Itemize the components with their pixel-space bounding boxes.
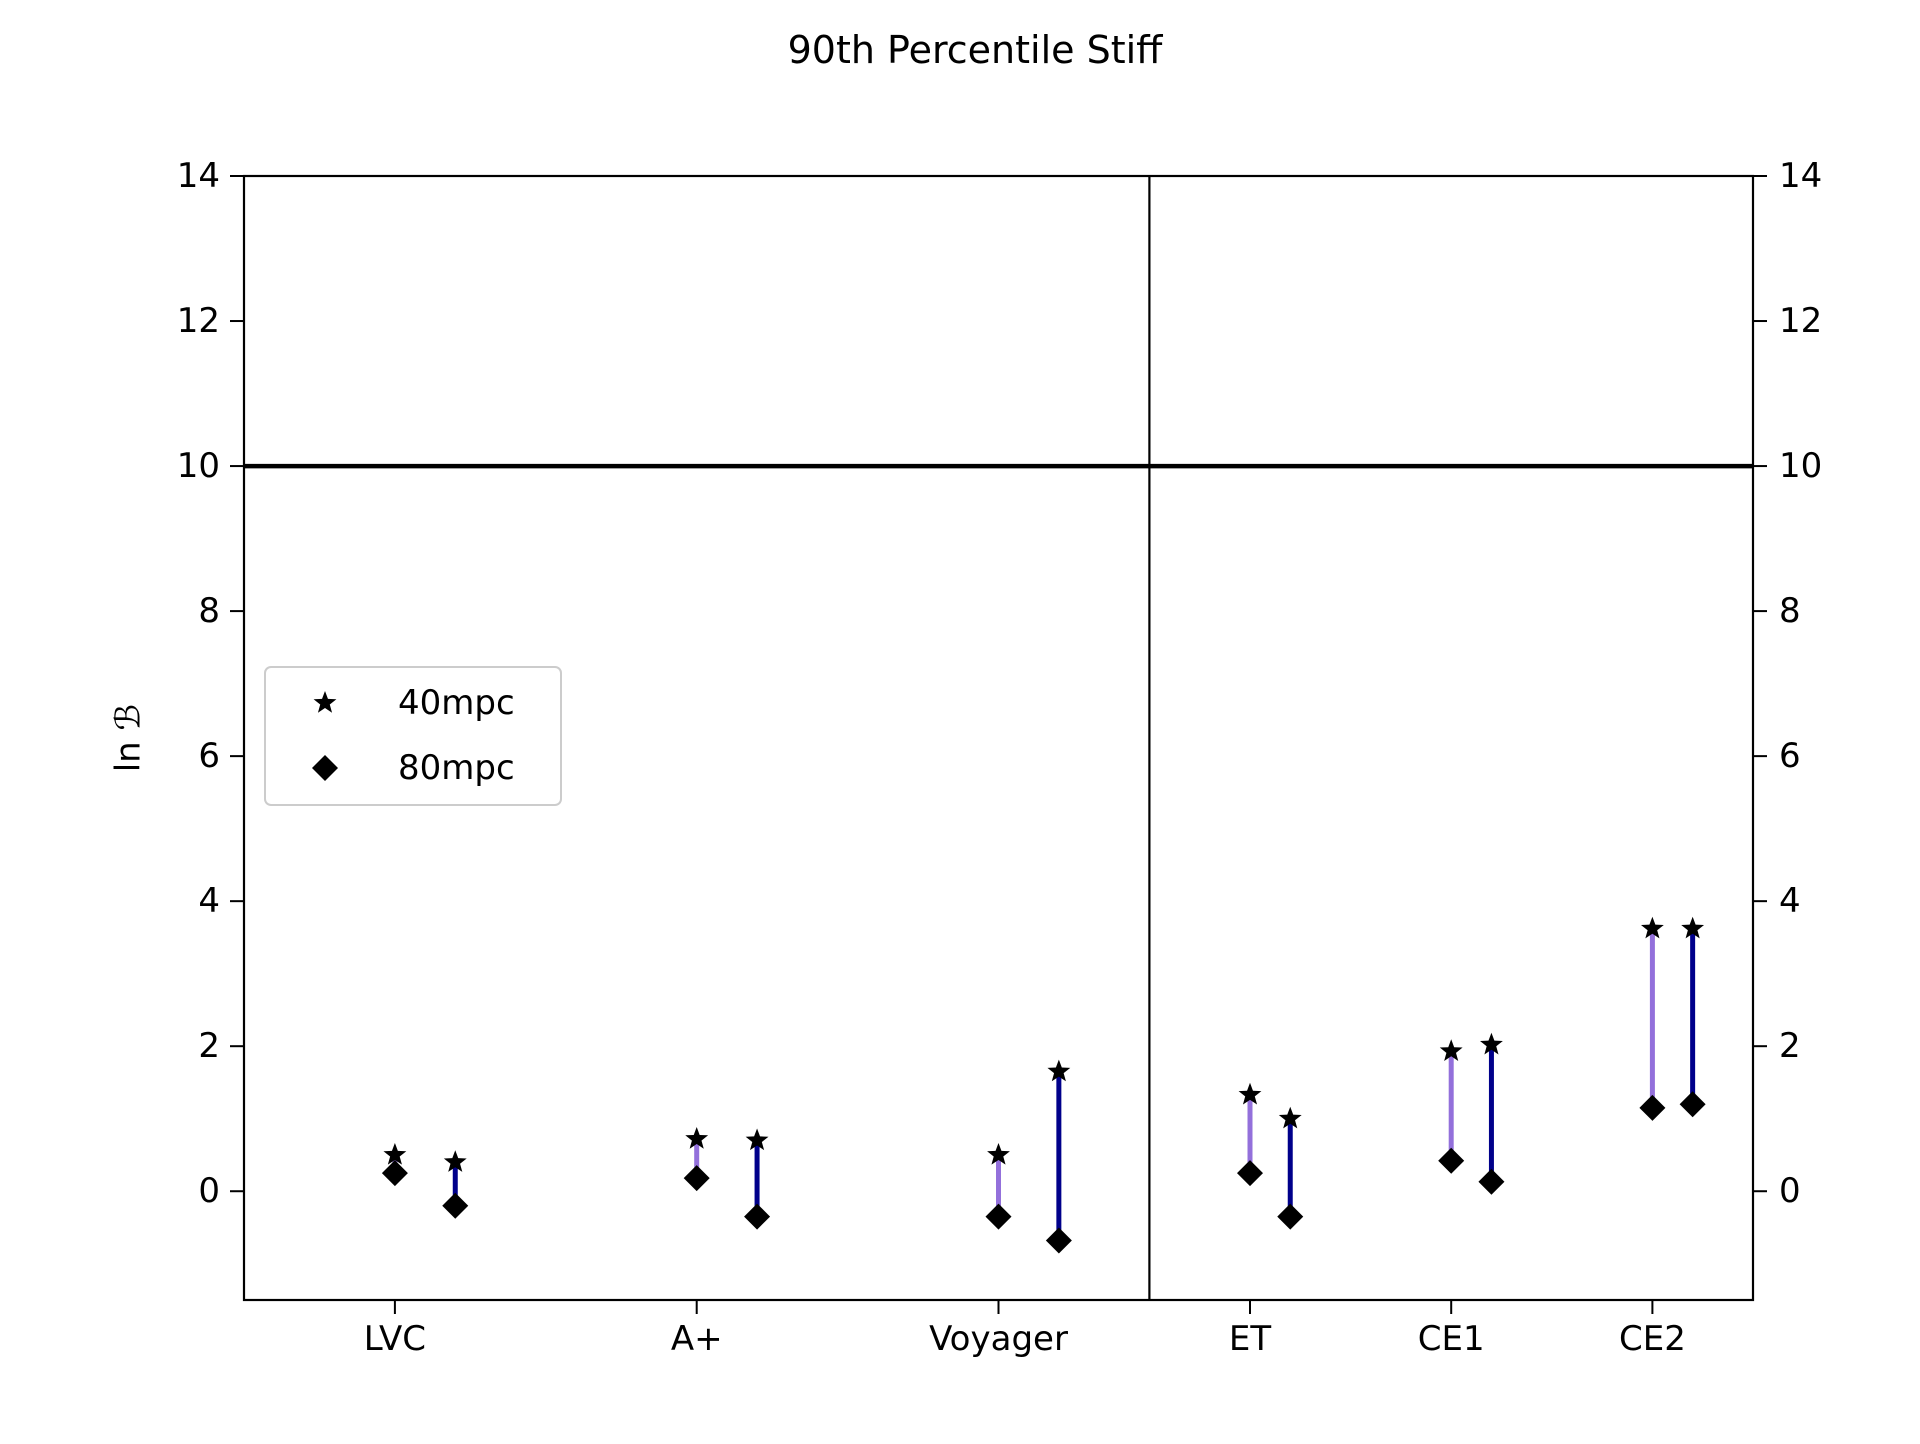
diamond-marker-80mpc bbox=[1679, 1091, 1706, 1118]
y-tick-label-left: 14 bbox=[177, 156, 220, 196]
legend-box bbox=[264, 666, 562, 806]
star-marker-40mpc bbox=[1480, 1032, 1503, 1055]
y-tick-label-right: 14 bbox=[1779, 156, 1822, 196]
diamond-marker-80mpc bbox=[1277, 1203, 1304, 1230]
x-tick-label: CE2 bbox=[1619, 1319, 1686, 1359]
diamond-marker-80mpc bbox=[1639, 1094, 1666, 1121]
y-tick-label-right: 2 bbox=[1779, 1026, 1801, 1066]
diamond-marker-80mpc bbox=[442, 1192, 469, 1219]
y-tick-label-left: 0 bbox=[198, 1171, 220, 1211]
star-marker-40mpc bbox=[1640, 916, 1664, 939]
legend-star-icon bbox=[313, 691, 337, 713]
star-marker-40mpc bbox=[987, 1142, 1010, 1165]
chart-title: 90th Percentile Stiff bbox=[788, 28, 1164, 72]
y-tick-label-right: 8 bbox=[1779, 591, 1801, 631]
legend-diamond-icon bbox=[312, 755, 338, 781]
star-marker-40mpc bbox=[685, 1127, 709, 1149]
diamond-marker-80mpc bbox=[744, 1203, 771, 1230]
diamond-marker-80mpc bbox=[1237, 1160, 1263, 1187]
y-tick-label-right: 4 bbox=[1779, 881, 1801, 921]
x-tick-label: Voyager bbox=[929, 1319, 1068, 1359]
star-marker-40mpc bbox=[1238, 1082, 1262, 1105]
diamond-marker-80mpc bbox=[985, 1203, 1012, 1230]
y-tick-label-left: 12 bbox=[177, 301, 220, 341]
legend-label: 80mpc bbox=[398, 748, 515, 788]
legend: 40mpc 80mpc bbox=[264, 666, 562, 806]
y-tick-label-right: 10 bbox=[1779, 446, 1822, 486]
y-tick-label-right: 12 bbox=[1779, 301, 1822, 341]
y-tick-label-right: 0 bbox=[1779, 1171, 1801, 1211]
legend-label: 40mpc bbox=[398, 683, 515, 723]
star-marker-40mpc bbox=[1278, 1106, 1302, 1129]
star-marker-40mpc bbox=[443, 1150, 467, 1172]
star-marker-40mpc bbox=[1681, 916, 1705, 939]
star-marker-40mpc bbox=[383, 1142, 407, 1165]
star-marker-40mpc bbox=[745, 1128, 769, 1151]
star-marker-40mpc bbox=[1439, 1039, 1463, 1061]
diamond-marker-80mpc bbox=[1438, 1147, 1465, 1174]
y-tick-label-left: 6 bbox=[198, 736, 220, 776]
y-tick-label-left: 4 bbox=[198, 881, 220, 921]
diamond-marker-80mpc bbox=[381, 1160, 408, 1187]
diamond-marker-80mpc bbox=[683, 1165, 710, 1192]
y-tick-label-right: 6 bbox=[1779, 736, 1801, 776]
x-tick-label: CE1 bbox=[1418, 1319, 1485, 1359]
star-marker-40mpc bbox=[1047, 1059, 1071, 1082]
x-tick-label: A+ bbox=[671, 1319, 723, 1359]
x-tick-label: ET bbox=[1229, 1319, 1271, 1359]
diamond-marker-80mpc bbox=[1478, 1168, 1505, 1195]
plot-area: 0 0 2 2 4 4 6 6 8 8 10 10 12 12 14 14 LVC A+ Voyager ET CE1 C… bbox=[177, 156, 1823, 1359]
y-tick-label-left: 10 bbox=[177, 446, 220, 486]
y-tick-label-left: 2 bbox=[198, 1026, 220, 1066]
diamond-marker-80mpc bbox=[1045, 1227, 1072, 1254]
y-axis-label: ln ℬ bbox=[109, 704, 149, 773]
x-tick-label: LVC bbox=[364, 1319, 426, 1359]
y-tick-label-left: 8 bbox=[198, 591, 220, 631]
